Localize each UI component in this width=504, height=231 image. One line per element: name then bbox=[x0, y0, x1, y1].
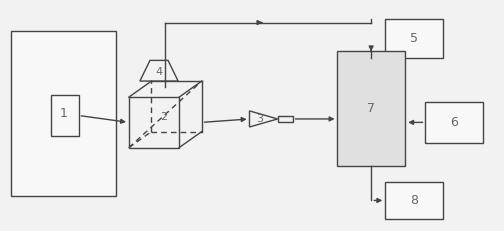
Bar bbox=[51, 95, 79, 136]
Bar bbox=[11, 30, 116, 196]
Text: 8: 8 bbox=[410, 194, 418, 207]
Bar bbox=[278, 116, 293, 122]
Bar bbox=[425, 102, 483, 143]
Text: 5: 5 bbox=[410, 32, 418, 45]
Text: 2: 2 bbox=[160, 112, 167, 122]
Bar bbox=[385, 182, 443, 219]
Text: 4: 4 bbox=[155, 67, 163, 77]
Text: 6: 6 bbox=[451, 116, 458, 129]
Bar bbox=[338, 51, 405, 166]
Text: 3: 3 bbox=[257, 114, 264, 124]
Text: 7: 7 bbox=[367, 102, 375, 115]
Text: 1: 1 bbox=[59, 107, 68, 120]
Bar bbox=[385, 19, 443, 58]
